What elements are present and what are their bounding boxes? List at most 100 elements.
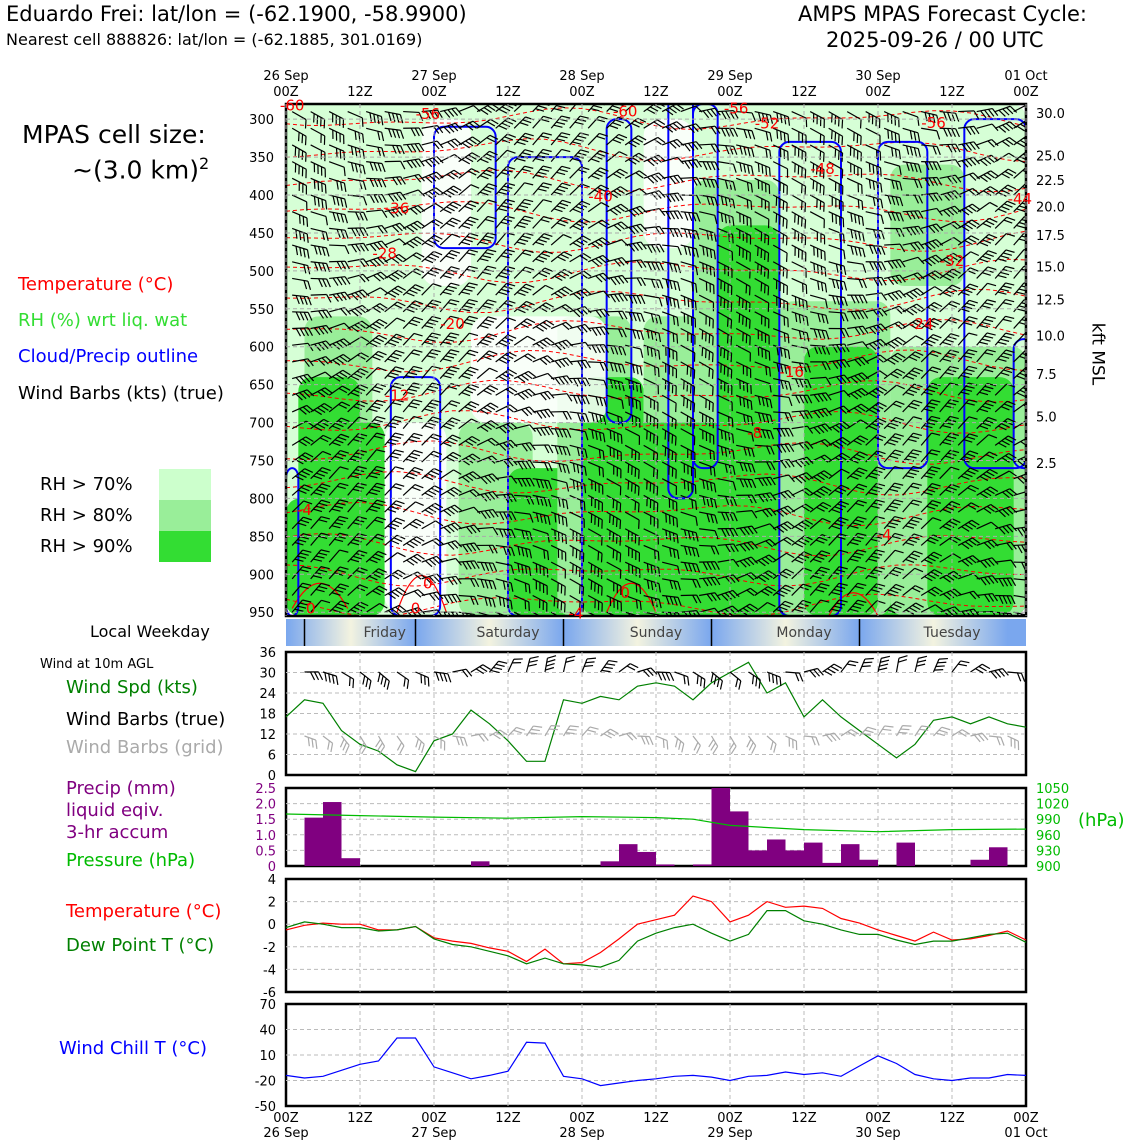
xs-wind-barb-280-feather-1 — [469, 122, 477, 129]
isotherm-10 — [286, 410, 1026, 434]
xs-wind-barb-90-feather-1 — [337, 569, 346, 573]
xs-wind-barb-128 — [366, 177, 387, 188]
xs-wind-barb-161-feather-3 — [388, 210, 395, 218]
xs-wind-barb-120-feather-2 — [352, 555, 362, 560]
xs-wind-barb-126-feather-1 — [377, 147, 381, 156]
xs-wind-barb-175-feather-0 — [394, 432, 404, 436]
xs-wind-barb-188-feather-3 — [406, 144, 413, 153]
xs-wind-barb-187-feather-0 — [418, 127, 424, 137]
xs-wind-barb-251 — [439, 153, 462, 163]
xs-wind-barb-284 — [458, 184, 480, 196]
xs-wind-barb-284-staff — [458, 184, 472, 196]
xs-wind-barb-86 — [328, 499, 349, 513]
dewpoint-legend: Dew Point T (°C) — [66, 935, 215, 956]
xs-wind-barb-161 — [384, 207, 407, 218]
xs-wind-barb-219-feather-1 — [432, 141, 440, 150]
xs-wind-barb-122 — [347, 584, 369, 596]
xs-wind-barb-5 — [291, 194, 308, 211]
xs-wind-barb-281-feather-0 — [472, 136, 481, 143]
xs-wind-barb-53-feather-0 — [321, 467, 331, 472]
xs-wind-barb-148-feather-0 — [376, 499, 386, 504]
xs-wind-barb-97-feather-0 — [362, 181, 367, 191]
xs-wind-barb-201 — [402, 349, 423, 363]
xs-wind-barb-295-feather-0 — [469, 366, 479, 371]
xs-wind-barb-209-staff — [402, 484, 416, 496]
xs-wind-barb-188-feather-0 — [418, 143, 425, 152]
xs-wind-barb-168-feather-0 — [396, 317, 406, 323]
xs-wind-barb-196-staff — [402, 268, 417, 279]
xs-wind-barb-21-feather-2 — [298, 456, 307, 463]
xs-wind-barb-55-staff — [310, 499, 322, 513]
xs-wind-barb-168 — [384, 317, 406, 329]
xs-wind-barb-213-feather-2 — [409, 557, 418, 564]
xs-wind-barb-264 — [439, 366, 460, 379]
xs-wind-barb-171-feather-3 — [387, 375, 397, 379]
xs-wind-barb-143-feather-0 — [376, 416, 386, 420]
xs-wind-barb-22-feather-3 — [295, 475, 304, 481]
xs-wind-barb-110-feather-3 — [350, 392, 360, 397]
xs-wind-barb-290-feather-2 — [463, 288, 473, 292]
xs-wind-barb-23-feather-2 — [297, 489, 307, 494]
xs-wind-barb-283-staff — [458, 168, 472, 179]
xs-wind-barb-64-feather-2 — [335, 148, 338, 158]
xs-wind-barb-23-feather-0 — [303, 484, 313, 489]
xs-wind-barb-157 — [384, 144, 405, 155]
xs-wind-barb-89-feather-0 — [339, 549, 349, 553]
xs-wind-barb-127-feather-3 — [369, 161, 374, 171]
xs-wind-barb-260-staff — [439, 299, 452, 313]
xs-wind-barb-80-feather-1 — [338, 403, 347, 409]
xs-wind-barb-92-staff — [328, 600, 342, 613]
xs-wind-barb-12-feather-3 — [295, 311, 301, 321]
xs-wind-barb-45-feather-1 — [321, 341, 329, 350]
xs-wind-barb-188 — [403, 142, 425, 153]
xs-wind-barb-204-staff — [402, 399, 414, 413]
xs-wind-barb-264-staff — [439, 366, 452, 379]
xs-wind-barb-289-feather-0 — [468, 265, 478, 270]
xs-wind-barb-39-staff — [310, 244, 327, 249]
xs-wind-barb-199 — [402, 316, 424, 329]
xs-wind-barb-161-feather-2 — [391, 209, 399, 217]
xs-wind-barb-285 — [458, 200, 479, 213]
xs-wind-barb-272 — [439, 504, 463, 517]
xs-wind-barb-16-feather-2 — [299, 376, 307, 384]
xs-wind-barb-2-feather-2 — [298, 148, 300, 158]
xs-wind-barb-249-staff — [439, 122, 456, 129]
xs-wind-barb-67-feather-0 — [344, 198, 348, 208]
xs-wind-barb-228 — [421, 283, 442, 296]
xs-wind-barb-138-staff — [365, 334, 380, 346]
xs-wind-barb-203-feather-2 — [408, 388, 418, 392]
xs-wind-barb-109-feather-3 — [350, 375, 360, 381]
xs-wind-barb-213 — [402, 553, 425, 566]
xs-wind-barb-197-staff — [402, 284, 416, 296]
dry-pocket-0 — [384, 422, 447, 613]
xs-wind-barb-100-feather-0 — [363, 227, 369, 237]
xs-wind-barb-240-feather-3 — [424, 492, 434, 498]
xs-wind-barb-278-feather-2 — [447, 611, 453, 616]
xs-wind-barb-99-feather-1 — [359, 211, 364, 221]
xs-wind-barb-138 — [365, 334, 388, 348]
xs-wind-barb-44-feather-0 — [325, 325, 333, 333]
xs-wind-barb-259-feather-1 — [447, 285, 457, 290]
xs-wind-barb-30-feather-2 — [297, 605, 307, 609]
xs-wind-barb-291-feather-0 — [468, 299, 478, 303]
xs-wind-barb-78-feather-2 — [335, 373, 344, 380]
xs-wind-barb-275-feather-0 — [455, 558, 462, 566]
xs-wind-barb-54-feather-3 — [313, 491, 323, 496]
xs-wind-barb-32-staff — [310, 127, 326, 137]
xs-wind-barb-27-feather-0 — [302, 549, 312, 553]
xs-wind-barb-147-feather-2 — [371, 488, 381, 493]
xs-wind-barb-66 — [328, 177, 347, 193]
xs-wind-barb-293 — [458, 332, 479, 346]
xs-wind-barb-94-feather-0 — [362, 133, 365, 143]
xs-wind-barb-163-staff — [384, 238, 400, 246]
xs-wind-barb-289-staff — [458, 265, 470, 279]
xs-wind-barb-68-feather-2 — [336, 212, 341, 222]
xs-wind-barb-31-feather-2 — [316, 115, 319, 125]
xs-wind-barb-96-feather-2 — [354, 163, 358, 173]
xs-wind-barb-2-feather-1 — [301, 150, 304, 160]
xs-wind-barb-214-staff — [402, 571, 418, 580]
xs-wind-barb-116-feather-1 — [355, 485, 365, 489]
xs-wind-barb-58-feather-0 — [320, 549, 330, 553]
xs-wind-barb-217-feather-2 — [429, 110, 435, 119]
xs-wind-barb-286-feather-2 — [464, 222, 473, 227]
